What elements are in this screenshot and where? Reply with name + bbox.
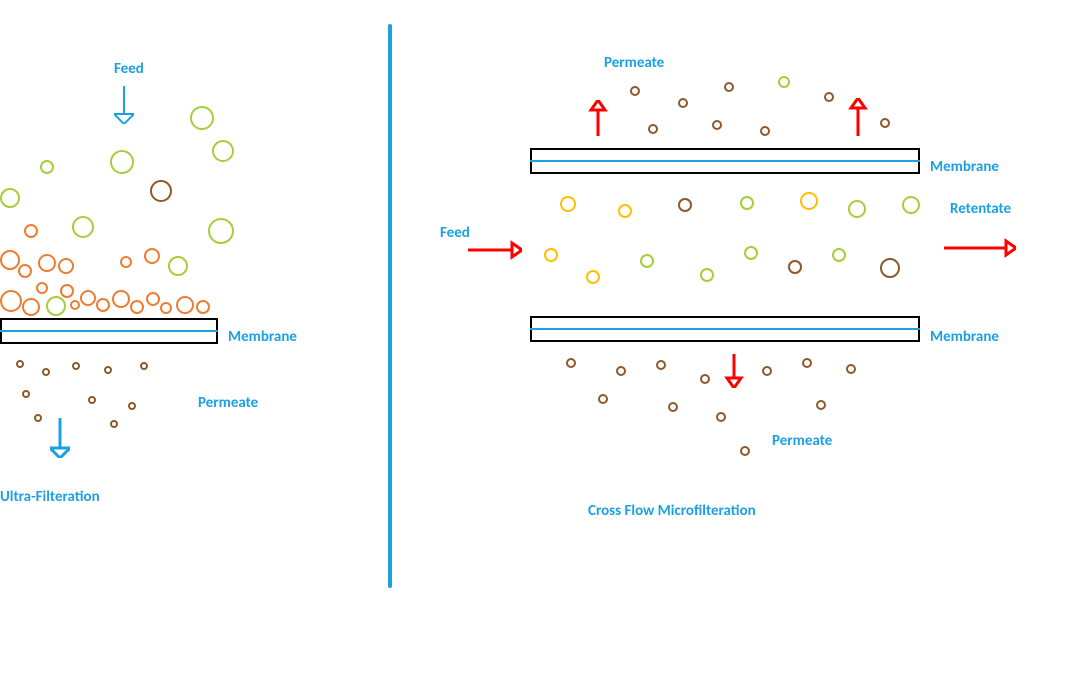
right-bottom-particle bbox=[566, 358, 576, 368]
right-middle-particle bbox=[800, 192, 818, 210]
left-above-particle bbox=[146, 292, 160, 306]
right-feed-label: Feed bbox=[440, 224, 470, 242]
left-permeate-arrow-icon bbox=[50, 418, 70, 458]
left-below-particle bbox=[88, 396, 96, 404]
right-title-label: Cross Flow Microfilteration bbox=[588, 502, 756, 520]
right-membrane-top-line bbox=[530, 160, 920, 162]
left-below-particle bbox=[104, 366, 112, 374]
left-above-particle bbox=[112, 290, 130, 308]
right-middle-particle bbox=[586, 270, 600, 284]
right-membrane-bottom-line bbox=[530, 328, 920, 330]
right-middle-particle bbox=[902, 196, 920, 214]
left-above-particle bbox=[144, 248, 160, 264]
right-top-particle bbox=[724, 82, 734, 92]
right-bottom-particle bbox=[846, 364, 856, 374]
left-above-particle bbox=[110, 150, 134, 174]
left-above-particle bbox=[70, 300, 80, 310]
right-bottom-particle bbox=[802, 358, 812, 368]
left-above-particle bbox=[72, 216, 94, 238]
right-bottom-particle bbox=[616, 366, 626, 376]
right-middle-particle bbox=[880, 258, 900, 278]
left-below-particle bbox=[42, 368, 50, 376]
right-top-particle bbox=[648, 124, 658, 134]
left-above-particle bbox=[208, 218, 234, 244]
left-above-particle bbox=[22, 298, 40, 316]
center-divider bbox=[388, 24, 392, 588]
right-middle-particle bbox=[740, 196, 754, 210]
left-above-particle bbox=[60, 284, 74, 298]
left-below-particle bbox=[34, 414, 42, 422]
left-above-particle bbox=[36, 282, 48, 294]
right-membrane-bottom-label: Membrane bbox=[930, 328, 999, 346]
left-title-label: Ultra-Filteration bbox=[0, 488, 100, 506]
right-bottom-particle bbox=[656, 360, 666, 370]
right-middle-particle bbox=[832, 248, 846, 262]
right-bottom-particle bbox=[668, 402, 678, 412]
right-top-particle bbox=[778, 76, 790, 88]
left-above-particle bbox=[168, 256, 188, 276]
left-feed-arrow-icon bbox=[114, 86, 134, 124]
left-above-particle bbox=[40, 160, 54, 174]
right-bottom-particle bbox=[816, 400, 826, 410]
left-below-particle bbox=[22, 390, 30, 398]
right-middle-particle bbox=[560, 196, 576, 212]
right-middle-particle bbox=[640, 254, 654, 268]
left-feed-label: Feed bbox=[114, 60, 144, 78]
left-above-particle bbox=[80, 290, 96, 306]
left-above-particle bbox=[130, 300, 144, 314]
left-above-particle bbox=[120, 256, 132, 268]
left-above-particle bbox=[0, 188, 20, 208]
right-bottom-particle bbox=[598, 394, 608, 404]
right-top-particle bbox=[824, 92, 834, 102]
left-above-particle bbox=[58, 258, 74, 274]
right-middle-particle bbox=[700, 268, 714, 282]
right-middle-particle bbox=[618, 204, 632, 218]
right-retentate-arrow-icon bbox=[944, 238, 1016, 258]
right-top-particle bbox=[712, 120, 722, 130]
right-top-arrow-1-icon bbox=[588, 100, 608, 136]
left-above-particle bbox=[160, 302, 172, 314]
left-above-particle bbox=[150, 180, 172, 202]
right-permeate-top-label: Permeate bbox=[604, 54, 664, 72]
left-below-particle bbox=[140, 362, 148, 370]
right-top-particle bbox=[760, 126, 770, 136]
right-bottom-particle bbox=[700, 374, 710, 384]
right-middle-particle bbox=[744, 246, 758, 260]
right-feed-arrow-icon bbox=[468, 240, 522, 260]
left-above-particle bbox=[176, 296, 194, 314]
left-above-particle bbox=[196, 300, 210, 314]
left-above-particle bbox=[18, 264, 32, 278]
left-below-particle bbox=[110, 420, 118, 428]
right-bottom-particle bbox=[762, 366, 772, 376]
right-membrane-top-label: Membrane bbox=[930, 158, 999, 176]
left-above-particle bbox=[0, 250, 20, 270]
right-bottom-arrow-icon bbox=[724, 354, 744, 388]
right-top-particle bbox=[880, 118, 890, 128]
left-above-particle bbox=[38, 254, 56, 272]
right-middle-particle bbox=[544, 248, 558, 262]
left-permeate-label: Permeate bbox=[198, 394, 258, 412]
left-above-particle bbox=[190, 106, 214, 130]
left-above-particle bbox=[46, 296, 66, 316]
right-bottom-particle bbox=[740, 446, 750, 456]
right-top-arrow-2-icon bbox=[848, 98, 868, 136]
left-membrane-label: Membrane bbox=[228, 328, 297, 346]
left-membrane-line bbox=[0, 330, 218, 332]
left-above-particle bbox=[96, 298, 110, 312]
left-above-particle bbox=[212, 140, 234, 162]
right-middle-particle bbox=[848, 200, 866, 218]
right-middle-particle bbox=[788, 260, 802, 274]
right-top-particle bbox=[630, 86, 640, 96]
right-bottom-particle bbox=[716, 412, 726, 422]
left-below-particle bbox=[128, 402, 136, 410]
left-below-particle bbox=[72, 362, 80, 370]
right-permeate-bottom-label: Permeate bbox=[772, 432, 832, 450]
right-retentate-label: Retentate bbox=[950, 200, 1011, 218]
right-top-particle bbox=[678, 98, 688, 108]
left-above-particle bbox=[24, 224, 38, 238]
left-below-particle bbox=[16, 360, 24, 368]
right-middle-particle bbox=[678, 198, 692, 212]
left-above-particle bbox=[0, 290, 22, 312]
